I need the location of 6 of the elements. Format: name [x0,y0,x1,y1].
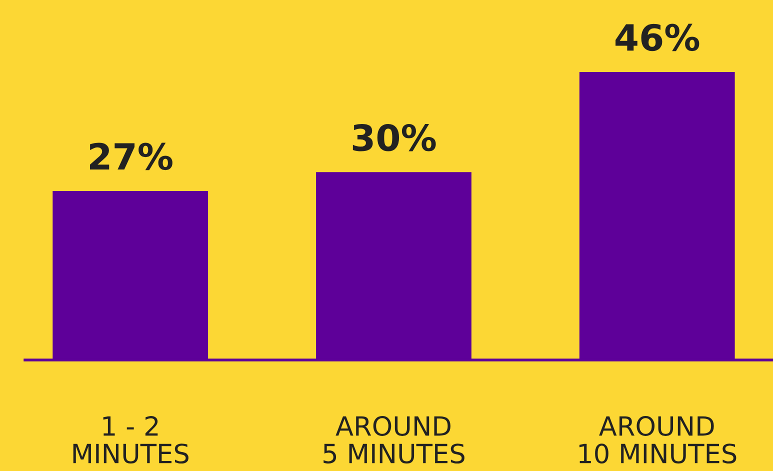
x-tick-label: AROUND 5 MINUTES [324,416,464,464]
data-label: 46% [616,24,700,52]
x-tick-label: 1 - 2 MINUTES [73,416,188,464]
x-tick-label: AROUND 10 MINUTES [579,416,736,464]
data-label: 27% [90,142,172,170]
data-label: 30% [352,124,436,152]
